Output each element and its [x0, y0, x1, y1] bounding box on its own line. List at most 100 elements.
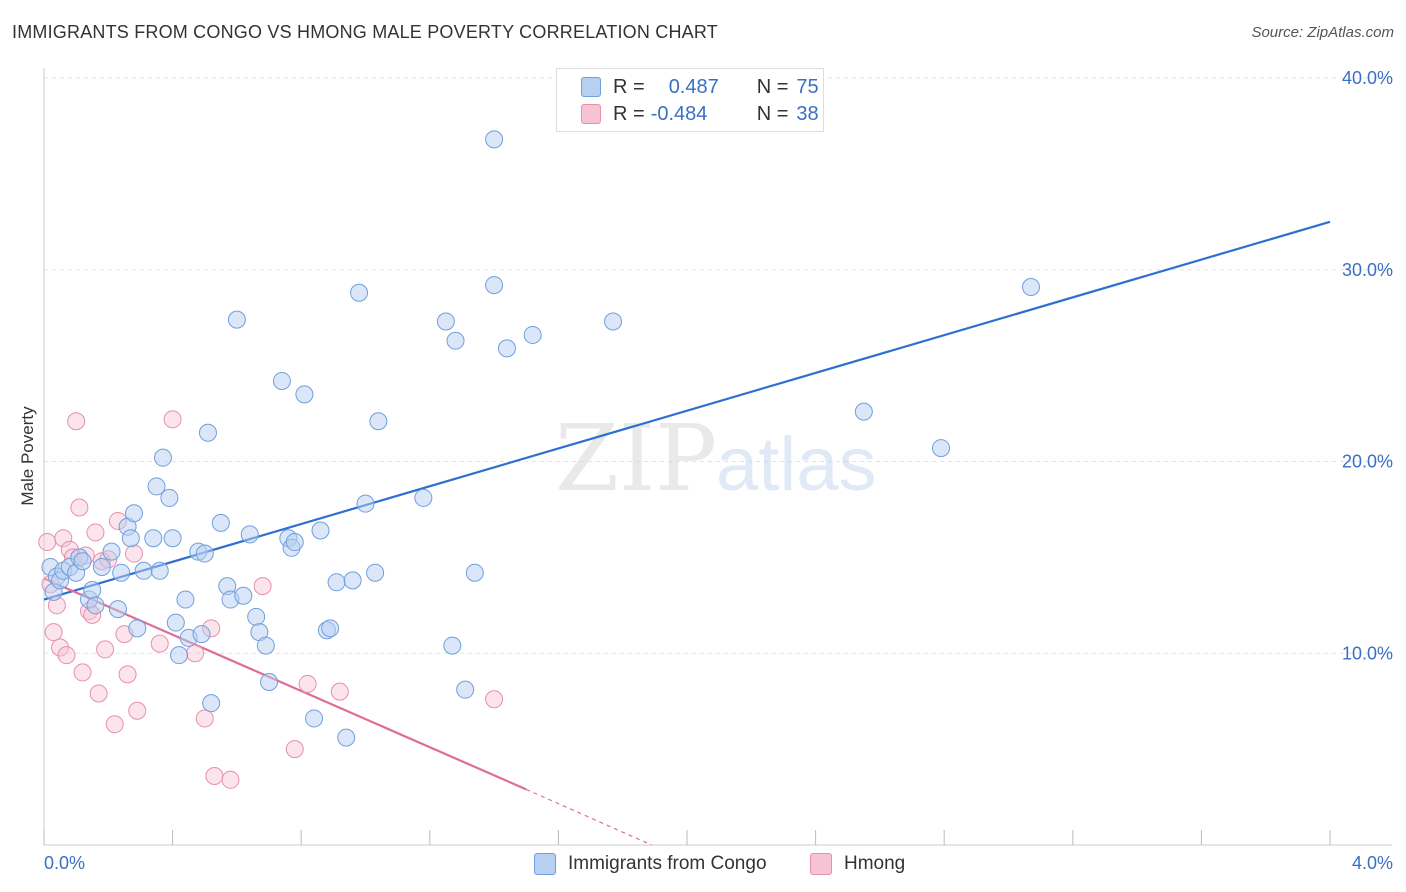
tick-labels: 10.0% 20.0% 30.0% 40.0% 0.0% 4.0% [44, 68, 1393, 873]
congo-r-label: R = [613, 75, 645, 98]
congo-point [465, 563, 484, 582]
congo-point [108, 600, 127, 619]
watermark: ZIP atlas [555, 405, 877, 512]
congo-point [150, 561, 169, 580]
stats-legend: R = 0.487 N = 75 R = -0.484 N = 38 [556, 68, 824, 132]
congo-point [160, 488, 179, 507]
y-tick-label: 40.0% [1342, 68, 1393, 88]
congo-swatch [581, 77, 601, 97]
hmong-n-label: N = [756, 102, 789, 125]
congo-point [73, 552, 92, 571]
hmong-point [73, 663, 92, 682]
congo-point [456, 680, 475, 699]
congo-point [170, 646, 189, 665]
congo-point [195, 544, 214, 563]
congo-point [443, 636, 462, 655]
legend-hmong-label: Hmong [844, 853, 906, 874]
hmong-point [51, 638, 70, 657]
legend-congo-swatch [534, 853, 556, 875]
hmong-point [285, 740, 304, 759]
congo-point [202, 694, 221, 713]
congo-point [485, 130, 504, 149]
legend-hmong-swatch [810, 853, 832, 875]
congo-point [327, 573, 346, 592]
hmong-point [128, 701, 147, 720]
congo-point [166, 613, 185, 632]
congo-point [153, 448, 172, 467]
chart-title: IMMIGRANTS FROM CONGO VS HMONG MALE POVE… [12, 22, 718, 42]
hmong-point [67, 412, 86, 431]
congo-point [121, 529, 140, 548]
congo-point [211, 513, 230, 532]
legend-item-hmong[interactable]: Hmong [810, 852, 905, 876]
congo-point [446, 331, 465, 350]
hmong-point [150, 634, 169, 653]
hmong-point [330, 682, 349, 701]
hmong-point [89, 684, 108, 703]
legend-item-congo[interactable]: Immigrants from Congo [534, 852, 767, 876]
gridlines [44, 77, 1392, 654]
congo-point [128, 619, 147, 638]
congo-n-value: 75 [796, 75, 819, 98]
congo-point [497, 339, 516, 358]
congo-point [604, 312, 623, 331]
y-tick-label: 20.0% [1342, 452, 1393, 472]
congo-point [295, 385, 314, 404]
hmong-point [54, 529, 73, 548]
congo-point [125, 504, 144, 523]
hmong-r-label: R = [613, 102, 645, 125]
hmong-point [298, 674, 317, 693]
hmong-point [118, 665, 137, 684]
congo-point [256, 636, 275, 655]
y-tick-label: 30.0% [1342, 260, 1393, 280]
congo-point [227, 310, 246, 329]
congo-point [366, 563, 385, 582]
congo-point [854, 402, 873, 421]
congo-point [523, 325, 542, 344]
hmong-point [96, 640, 115, 659]
congo-point [102, 542, 121, 561]
hmong-point [57, 646, 76, 665]
hmong-point [86, 523, 105, 542]
congo-point [337, 728, 356, 747]
data-points [38, 130, 1041, 789]
legend-row-hmong: R = -0.484 N = 38 [581, 102, 819, 126]
watermark-zip: ZIP [555, 405, 717, 512]
congo-trend-line [43, 220, 1331, 601]
hmong-point [205, 766, 224, 785]
hmong-point [221, 770, 240, 789]
congo-point [356, 494, 375, 513]
x-tick-label: 0.0% [44, 853, 85, 873]
congo-point [369, 412, 388, 431]
hmong-point [253, 577, 272, 596]
hmong-point [70, 498, 89, 517]
congo-point [86, 596, 105, 615]
congo-point [83, 580, 102, 599]
congo-point [350, 283, 369, 302]
x-tick-label: 4.0% [1352, 853, 1393, 873]
congo-point [240, 525, 259, 544]
congo-point [260, 673, 279, 692]
congo-point [321, 619, 340, 638]
axes [43, 68, 1392, 846]
watermark-atlas: atlas [716, 422, 877, 507]
hmong-r-value: -0.484 [650, 102, 708, 125]
hmong-point [163, 410, 182, 429]
legend-congo-label: Immigrants from Congo [568, 853, 767, 874]
congo-point [147, 477, 166, 496]
hmong-swatch [581, 104, 601, 124]
congo-r-value: 0.487 [668, 75, 719, 98]
congo-point [247, 607, 266, 626]
congo-point [436, 312, 455, 331]
hmong-trend-extension [526, 788, 652, 846]
hmong-point [195, 709, 214, 728]
hmong-point [44, 623, 63, 642]
congo-point [305, 709, 324, 728]
hmong-point [125, 544, 144, 563]
hmong-n-value: 38 [796, 102, 819, 125]
congo-point [92, 557, 111, 576]
congo-point [163, 529, 182, 548]
congo-point [192, 625, 211, 644]
hmong-point [186, 644, 205, 663]
